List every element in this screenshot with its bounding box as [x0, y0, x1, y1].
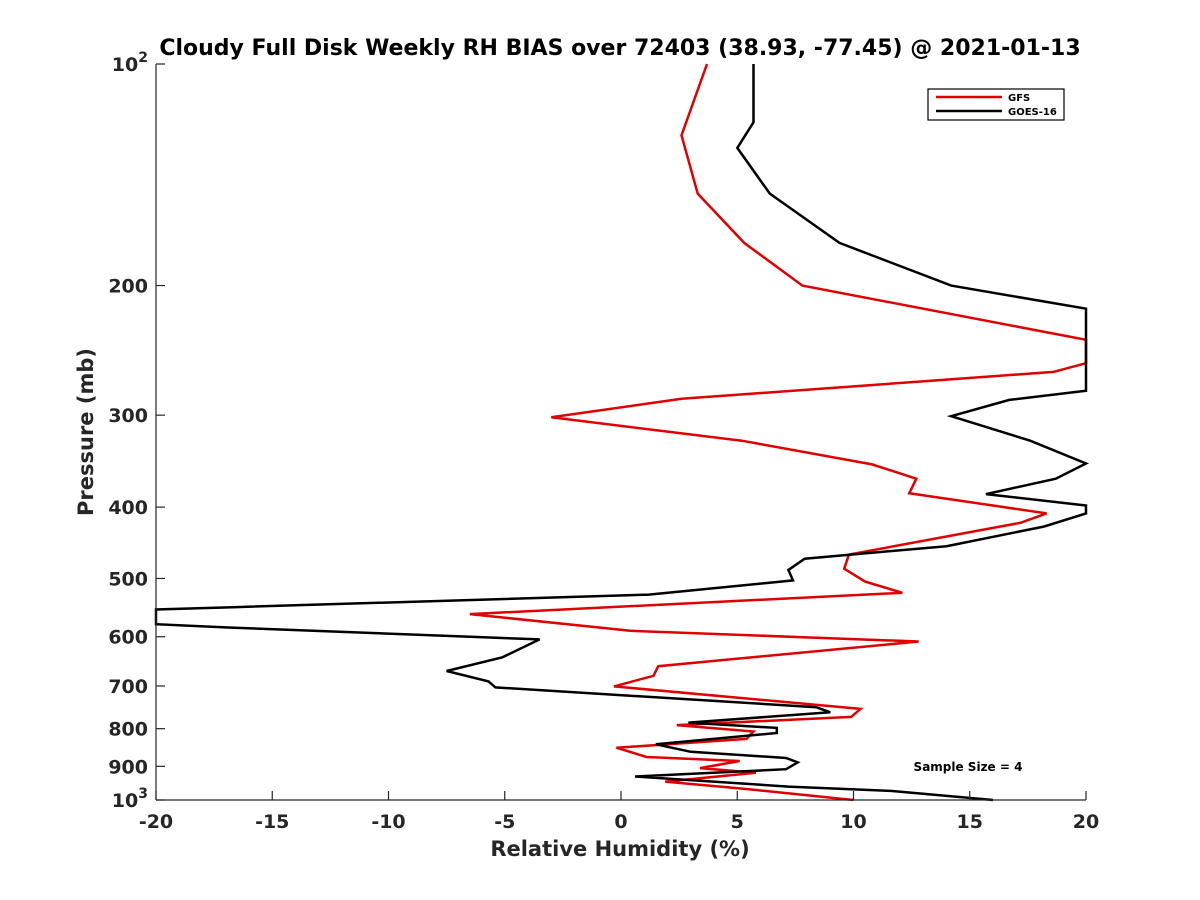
x-tick-label: -15 [255, 811, 289, 833]
x-tick-label: -5 [494, 811, 515, 833]
y-tick-label: 200 [108, 276, 148, 298]
y-tick-label: 700 [108, 676, 148, 698]
plot-area: -20 -15 -10 -5 0 5 10 15 20 102 200 300 400 500 600 700… [108, 50, 1099, 833]
legend: GFS GOES-16 [927, 88, 1065, 121]
y-tick-label: 103 [112, 786, 148, 812]
x-tick-label: 15 [957, 811, 983, 833]
x-tick-label: 10 [840, 811, 866, 833]
y-tick-label: 400 [108, 497, 148, 519]
x-axis-label: Relative Humidity (%) [490, 837, 749, 861]
series-line-goes-16 [154, 64, 1090, 802]
x-tick-label: 0 [614, 811, 627, 833]
x-tick-label: 20 [1073, 811, 1099, 833]
axes-layer: -20 -15 -10 -5 0 5 10 15 20 102 200 300 400 500 600 700… [108, 50, 1099, 833]
sample-size-annotation: Sample Size = 4 [914, 760, 1023, 774]
y-tick-label: 300 [108, 405, 148, 427]
y-tick-label: 500 [108, 568, 148, 590]
series-layer [154, 63, 1090, 802]
x-tick-label: -20 [139, 811, 173, 833]
chart-title: Cloudy Full Disk Weekly RH BIAS over 724… [159, 36, 1080, 61]
y-axis-label: Pressure (mb) [74, 348, 98, 516]
y-tick-label: 900 [108, 756, 148, 778]
legend-label-gfs: GFS [1008, 93, 1030, 104]
series-line-gfs [469, 63, 1088, 802]
x-tick-label: -10 [371, 811, 405, 833]
legend-label-goes-16: GOES-16 [1008, 107, 1057, 118]
y-tick-label: 800 [108, 719, 148, 741]
y-tick-label: 102 [112, 50, 148, 76]
x-tick-label: 5 [731, 811, 744, 833]
legend-box [927, 88, 1065, 121]
y-tick-label: 600 [108, 627, 148, 649]
